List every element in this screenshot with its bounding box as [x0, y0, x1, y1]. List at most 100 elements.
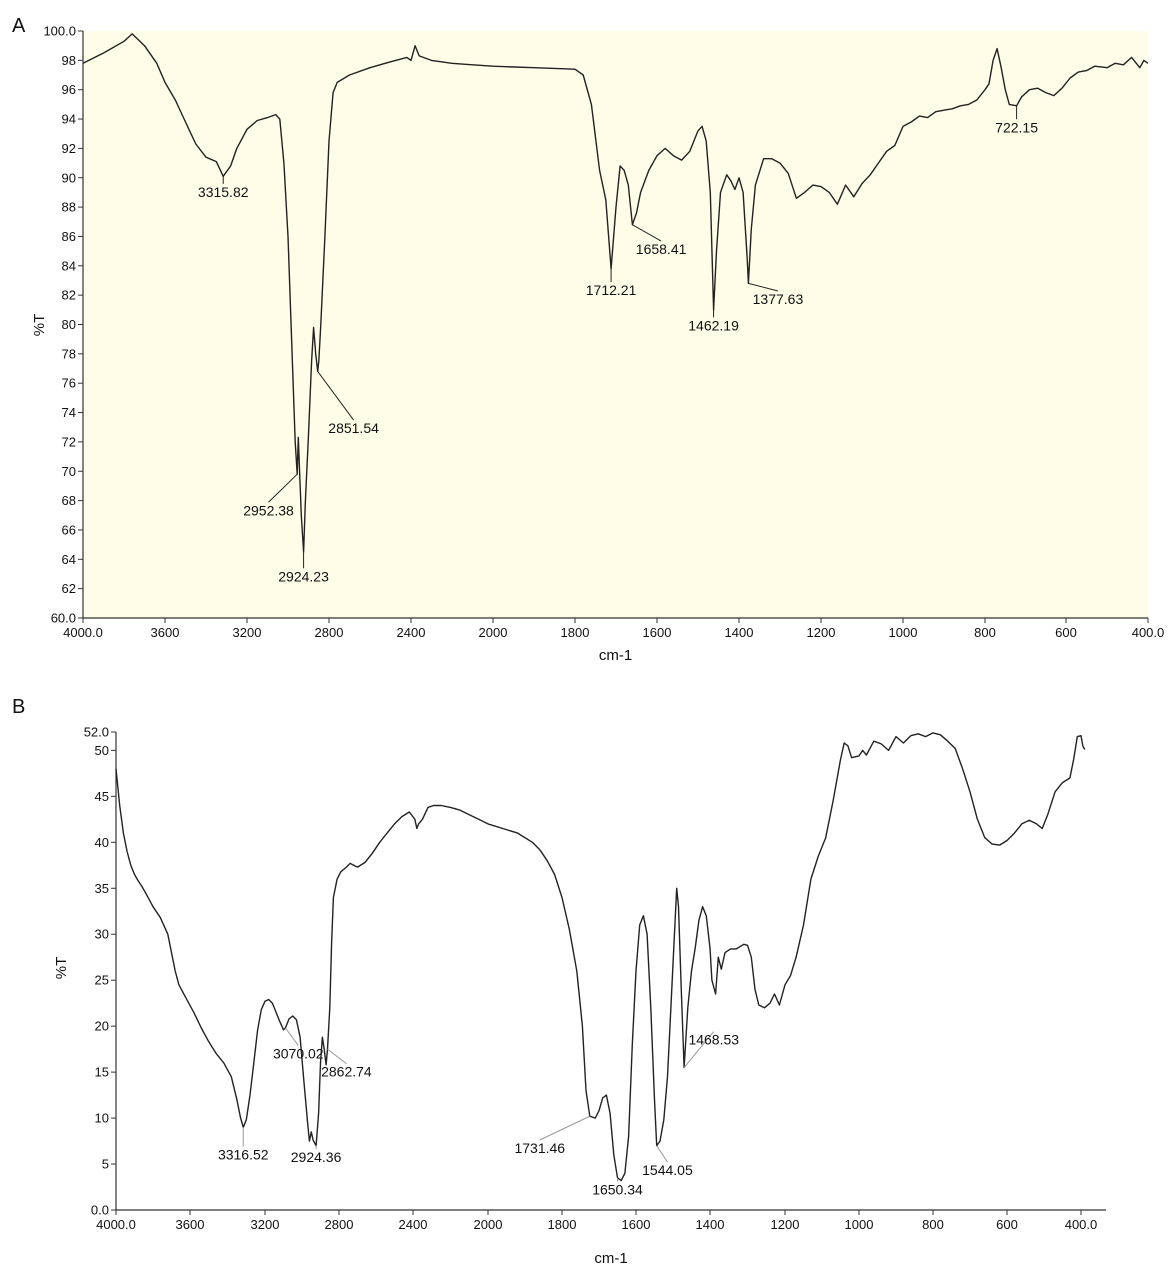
x-tick-label: 2400	[399, 1217, 428, 1232]
x-tick-label: 1800	[548, 1217, 577, 1232]
y-tick-label: 84	[62, 258, 76, 273]
peak-label: 1544.05	[642, 1162, 693, 1178]
x-tick-label: 2800	[315, 625, 344, 640]
y-tick-label: 68	[62, 493, 76, 508]
y-tick-label: 72	[62, 434, 76, 449]
y-tick-label: 74	[62, 405, 76, 420]
y-axis-title: %T	[31, 314, 48, 337]
x-tick-label: 1800	[561, 625, 590, 640]
spectrum-line	[82, 33, 1149, 553]
spectrum-line	[115, 732, 1086, 1182]
y-tick-label: 52.0	[84, 725, 109, 740]
peak-leader-line	[656, 1145, 668, 1163]
x-tick-label: 1000	[845, 1217, 874, 1232]
y-tick-label: 30	[95, 927, 109, 942]
x-tick-label: 2000	[474, 1217, 503, 1232]
peak-label: 722.15	[995, 119, 1038, 135]
plot-background	[83, 31, 1148, 618]
peak-label: 1468.53	[688, 1032, 739, 1048]
peak-label: 1650.34	[592, 1181, 643, 1197]
peak-leader-line	[683, 1031, 715, 1068]
x-tick-label: 1600	[622, 1217, 651, 1232]
x-tick-label: 2400	[397, 625, 426, 640]
y-tick-label: 90	[62, 170, 76, 185]
peak-leader-line	[284, 1027, 299, 1046]
peak-leader-line	[268, 473, 298, 503]
peak-label: 3070.02	[273, 1045, 324, 1061]
y-tick-label: 92	[62, 141, 76, 156]
panel-letter: B	[12, 696, 25, 718]
peak-label: 2862.74	[321, 1064, 372, 1080]
panel-letter: A	[12, 15, 26, 37]
y-axis-title: %T	[53, 957, 70, 980]
panel-a: 4000.0 3600 3200 2800 2400 2000 1800 1600 1400 12…	[12, 15, 1164, 664]
peak-leader-line	[632, 224, 662, 242]
x-tick-label: 600	[1055, 625, 1077, 640]
x-tick-label: 3200	[251, 1217, 280, 1232]
x-tick-label: 1400	[696, 1217, 725, 1232]
y-tick-label: 80	[62, 317, 76, 332]
peak-label: 3315.82	[198, 184, 249, 200]
y-tick-label: 62	[62, 581, 76, 596]
y-tick-label: 94	[62, 112, 76, 127]
y-tick-label: 35	[95, 881, 109, 896]
peak-label: 2851.54	[328, 420, 379, 436]
y-tick-label: 50	[95, 743, 109, 758]
x-tick-label: 400.0	[1065, 1217, 1098, 1232]
x-tick-label: 400.0	[1132, 625, 1165, 640]
y-tick-label: 0.0	[91, 1203, 109, 1218]
peak-leader-line	[327, 1048, 347, 1065]
y-tick-label: 5	[102, 1157, 109, 1172]
y-tick-label: 64	[62, 552, 76, 567]
y-tick-label: 70	[62, 464, 76, 479]
peak-label: 3316.52	[218, 1146, 269, 1162]
y-tick-label: 78	[62, 346, 76, 361]
y-tick-label: 88	[62, 200, 76, 215]
x-tick-label: 1400	[725, 625, 754, 640]
peak-label: 2924.36	[291, 1149, 342, 1165]
peak-label: 1462.19	[688, 317, 739, 333]
y-tick-label: 98	[62, 53, 76, 68]
x-tick-label: 3600	[176, 1217, 205, 1232]
x-axis-title: cm-1	[594, 1250, 627, 1267]
x-tick-label: 800	[922, 1217, 944, 1232]
peak-label: 2952.38	[243, 502, 294, 518]
panel-b: 4000.0 3600 3200 2800 2400 2000 1800 1600 1400 12…	[12, 696, 1106, 1267]
y-tick-label: 20	[95, 1019, 109, 1034]
x-tick-label: 4000.0	[63, 625, 103, 640]
peak-leader-line	[317, 371, 355, 421]
peak-label: 1731.46	[514, 1140, 565, 1156]
peak-leader-line	[748, 282, 779, 292]
y-tick-label: 40	[95, 835, 109, 850]
y-tick-label: 76	[62, 376, 76, 391]
peak-label: 1658.41	[636, 241, 687, 257]
x-tick-label: 1200	[771, 1217, 800, 1232]
x-tick-label: 3200	[233, 625, 262, 640]
y-tick-label: 45	[95, 789, 109, 804]
x-tick-label: 2000	[479, 625, 508, 640]
peak-label: 1712.21	[586, 282, 637, 298]
y-tick-label: 10	[95, 1111, 109, 1126]
peak-label: 2924.23	[278, 568, 329, 584]
x-tick-label: 2800	[325, 1217, 354, 1232]
y-tick-label: 25	[95, 973, 109, 988]
x-tick-label: 800	[974, 625, 996, 640]
x-tick-label: 1600	[643, 625, 672, 640]
y-tick-label: 82	[62, 288, 76, 303]
peak-label: 1377.63	[753, 291, 804, 307]
y-tick-label: 96	[62, 82, 76, 97]
x-tick-label: 4000.0	[96, 1217, 136, 1232]
x-tick-label: 1000	[889, 625, 918, 640]
y-tick-label: 100.0	[43, 24, 76, 39]
x-tick-label: 3600	[151, 625, 180, 640]
x-tick-label: 600	[996, 1217, 1018, 1232]
y-tick-label: 15	[95, 1065, 109, 1080]
x-tick-label: 1200	[807, 625, 836, 640]
peak-leader-line	[539, 1115, 590, 1141]
y-tick-label: 86	[62, 229, 76, 244]
y-tick-label: 60.0	[51, 611, 76, 626]
x-axis-title: cm-1	[599, 647, 632, 664]
y-tick-label: 66	[62, 522, 76, 537]
plot-background	[116, 732, 1106, 1210]
